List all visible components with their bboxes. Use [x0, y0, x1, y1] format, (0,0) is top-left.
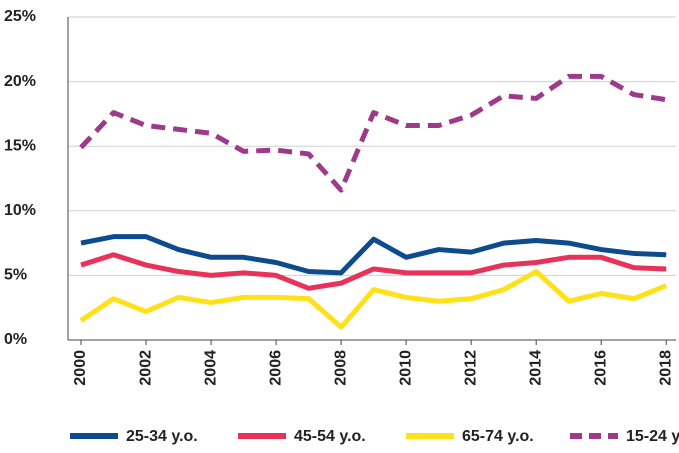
y-tick-label: 25%: [4, 8, 36, 25]
x-tick-label: 2008: [332, 350, 349, 386]
legend-item: 25-34 y.o.: [70, 428, 198, 445]
legend-item: 45-54 y.o.: [238, 428, 366, 445]
x-tick-label: 2012: [462, 350, 479, 386]
y-tick-label: 15%: [4, 137, 36, 154]
x-tick-label: 2018: [657, 350, 674, 386]
x-tick-label: 2010: [397, 350, 414, 386]
legend-label: 15-24 y.o.: [626, 428, 679, 445]
series-line: [80, 252, 667, 291]
x-tick-label: 2014: [527, 350, 544, 386]
legend-label: 65-74 y.o.: [462, 428, 534, 445]
series-line: [79, 269, 668, 330]
x-tick-label: 2004: [202, 350, 219, 386]
y-tick-label: 20%: [4, 73, 36, 90]
legend-label: 25-34 y.o.: [126, 428, 198, 445]
y-tick-label: 5%: [4, 267, 27, 284]
series-line: [80, 234, 667, 276]
x-tick-label: 2006: [267, 350, 284, 386]
x-tick-label: 2002: [137, 350, 154, 386]
legend-item: 15-24 y.o.: [570, 428, 679, 445]
series-line: [79, 73, 667, 193]
x-tick-label: 2016: [592, 350, 609, 386]
x-tick-label: 2000: [72, 350, 89, 386]
legend-item: 65-74 y.o.: [406, 428, 534, 445]
legend-label: 45-54 y.o.: [294, 428, 366, 445]
y-tick-label: 0%: [4, 331, 27, 348]
y-tick-label: 10%: [4, 202, 36, 219]
